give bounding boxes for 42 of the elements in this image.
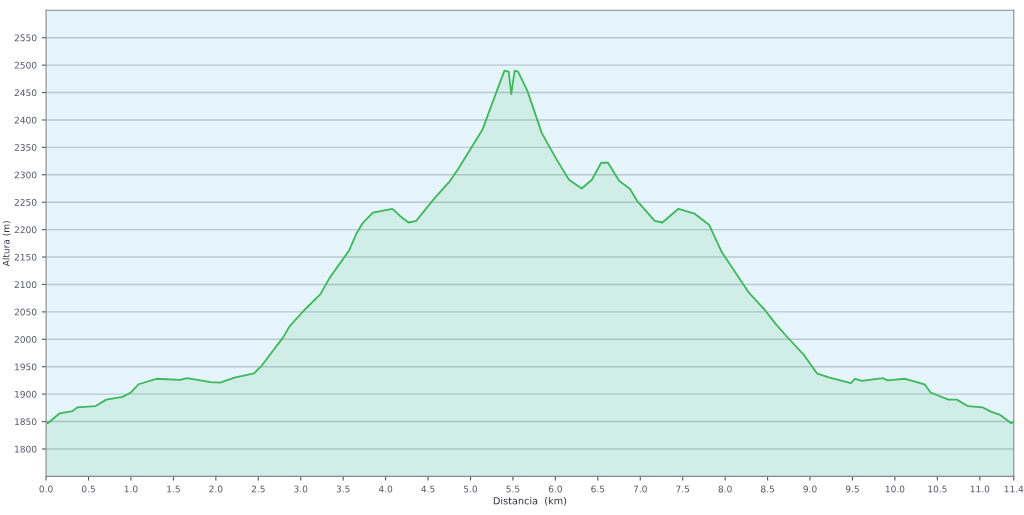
- x-tick-label: 6.0: [548, 485, 562, 493]
- x-tick-label: 11.4: [1004, 485, 1024, 493]
- y-axis-title: Altura (m): [2, 221, 11, 267]
- x-tick-label: 11.0: [970, 485, 990, 493]
- x-tick-label: 0.5: [81, 485, 95, 493]
- y-tick-label: 2200: [14, 226, 37, 234]
- y-tick-label: 2100: [14, 281, 37, 289]
- y-tick-label: 1900: [15, 390, 37, 398]
- y-tick-label: 2150: [14, 253, 37, 261]
- x-tick-label: 6.5: [591, 485, 605, 493]
- y-tick-label: 1950: [15, 363, 37, 371]
- x-tick-label: 5.0: [464, 485, 478, 493]
- x-tick-label: 7.0: [633, 485, 647, 493]
- y-tick-label: 2500: [14, 61, 37, 69]
- x-tick-label: 8.0: [718, 485, 732, 493]
- x-tick-label: 5.5: [506, 485, 520, 493]
- x-tick-label: 3.0: [294, 485, 308, 493]
- x-tick-label: 9.5: [845, 485, 859, 493]
- y-tick-label: 2300: [14, 171, 37, 179]
- x-tick-label: 1.0: [124, 485, 138, 493]
- y-tick-label: 1800: [15, 445, 37, 453]
- x-tick-label: 7.5: [676, 485, 690, 493]
- x-tick-label: 10.5: [928, 485, 947, 493]
- y-tick-label: 1850: [15, 418, 37, 426]
- y-tick-label: 2550: [14, 34, 37, 42]
- y-tick-label: 2400: [14, 116, 37, 124]
- y-tick-label: 2000: [14, 336, 37, 343]
- x-tick-label: 1.5: [167, 485, 180, 493]
- x-tick-label: 2.0: [209, 485, 223, 493]
- x-tick-label: 3.5: [336, 485, 350, 493]
- x-tick-label: 2.5: [251, 485, 265, 493]
- y-tick-label: 2250: [14, 198, 37, 206]
- y-tick-label: 2350: [14, 144, 37, 151]
- y-tick-label: 2050: [14, 308, 37, 316]
- x-tick-label: 4.0: [378, 485, 393, 493]
- y-tick-label: 2450: [14, 89, 37, 97]
- x-tick-label: 0.0: [39, 485, 53, 493]
- x-tick-label: 8.5: [761, 485, 774, 493]
- x-tick-label: 10.0: [885, 485, 905, 493]
- x-tick-label: 4.5: [421, 485, 435, 493]
- x-axis-title: Distancia (km): [493, 496, 567, 506]
- x-tick-label: 9.0: [803, 485, 817, 493]
